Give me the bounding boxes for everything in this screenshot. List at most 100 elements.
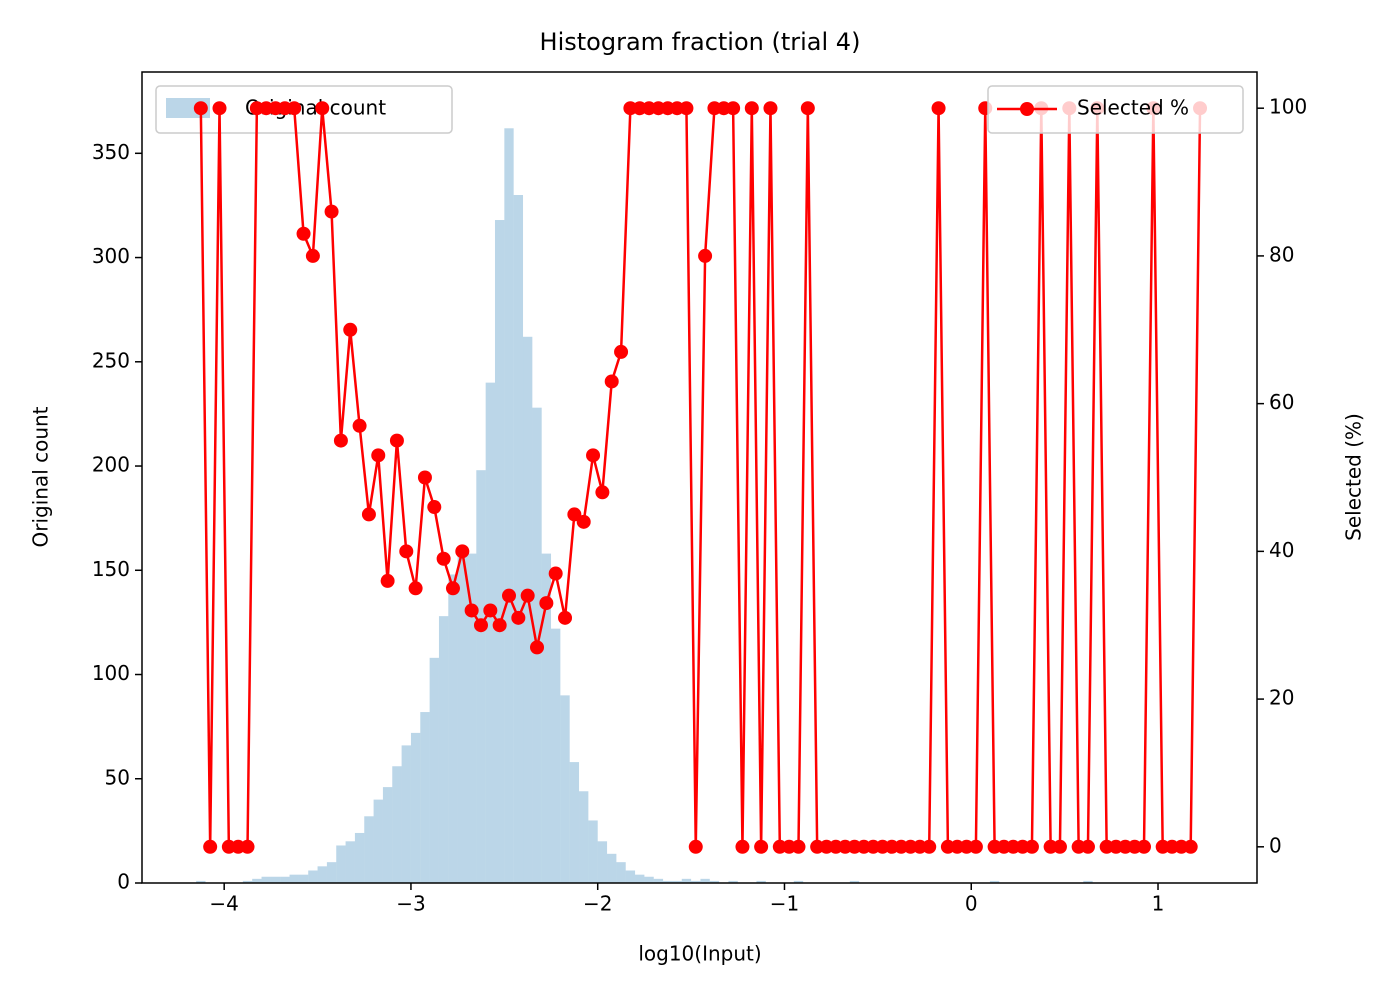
histogram-bar	[270, 876, 281, 883]
line-marker	[343, 322, 358, 337]
y-tick-label: 100	[92, 661, 130, 685]
histogram-bar	[1083, 880, 1093, 883]
histogram-bar	[579, 791, 589, 883]
line-marker	[791, 839, 806, 854]
histogram-bar	[401, 745, 411, 883]
line-marker	[371, 448, 386, 463]
line-marker	[539, 596, 554, 611]
line-marker	[333, 433, 348, 448]
line-marker	[352, 418, 367, 433]
histogram-bar	[560, 695, 570, 883]
line-marker	[305, 248, 320, 263]
histogram-bar	[448, 574, 458, 883]
histogram-bar	[336, 845, 346, 883]
histogram-bar	[663, 880, 673, 883]
y2-tick-label: 0	[1269, 833, 1282, 857]
line-marker	[1080, 839, 1095, 854]
line-marker	[968, 839, 983, 854]
x-axis-label: log10(Input)	[638, 942, 761, 966]
histogram-bar	[607, 853, 617, 883]
y-tick-label: 50	[105, 765, 130, 789]
chart-title: Histogram fraction (trial 4)	[540, 28, 861, 56]
histogram-bar	[728, 880, 738, 883]
line-marker	[361, 507, 376, 522]
x-tick-label: −4	[209, 892, 238, 916]
histogram-bar	[700, 878, 710, 883]
line-marker	[744, 101, 759, 116]
line-marker	[287, 101, 302, 116]
line-marker	[800, 101, 815, 116]
y2-axis-label: Selected (%)	[1342, 413, 1366, 541]
histogram-bar	[653, 878, 664, 883]
line-marker	[315, 101, 330, 116]
y2-tick-label: 20	[1269, 686, 1294, 710]
line-marker	[296, 226, 311, 241]
histogram-bar	[681, 878, 692, 883]
line-marker	[427, 500, 442, 515]
histogram-bar	[438, 616, 449, 883]
y2-tick-label: 60	[1269, 390, 1294, 414]
histogram-bar	[317, 866, 327, 883]
histogram-bar	[635, 874, 645, 883]
line-marker	[212, 101, 227, 116]
line-marker	[679, 101, 694, 116]
line-marker	[698, 248, 713, 263]
histogram-bar	[392, 766, 402, 883]
y-tick-label: 150	[92, 557, 130, 581]
histogram-bar	[261, 876, 271, 883]
y2-tick-label: 40	[1269, 538, 1294, 562]
line-marker	[922, 839, 937, 854]
line-marker	[530, 640, 545, 655]
y-tick-label: 350	[92, 140, 130, 164]
histogram-bar	[523, 336, 533, 883]
histogram-bar	[672, 880, 682, 883]
line-marker	[595, 485, 610, 500]
histogram-bar	[373, 799, 383, 883]
legend-label: Selected %	[1077, 96, 1189, 120]
histogram-bar	[597, 841, 608, 883]
histogram-bar	[457, 549, 467, 883]
x-tick-label: −1	[770, 892, 799, 916]
line-marker	[445, 581, 460, 596]
y2-tick-label: 80	[1269, 242, 1294, 266]
legend-box	[155, 85, 453, 134]
line-marker	[520, 588, 535, 603]
line-marker	[203, 839, 218, 854]
legend-marker	[1020, 102, 1034, 116]
x-tick-label: 1	[1152, 892, 1165, 916]
line-marker	[1183, 839, 1198, 854]
line-marker	[735, 839, 750, 854]
y-tick-label: 200	[92, 453, 130, 477]
histogram-bar	[513, 195, 524, 884]
line-marker	[1137, 839, 1152, 854]
histogram-bar	[326, 862, 337, 883]
line-marker	[492, 618, 507, 633]
line-marker	[548, 566, 563, 581]
legend-box	[987, 85, 1244, 134]
line-marker	[455, 544, 470, 559]
y-axis-label: Original count	[29, 406, 53, 547]
line-marker	[576, 514, 591, 529]
line-marker	[473, 618, 488, 633]
histogram-bar	[756, 880, 766, 883]
histogram-bar	[644, 876, 654, 883]
histogram-bar	[476, 470, 486, 883]
line-marker	[604, 374, 619, 389]
x-tick-label: 0	[965, 892, 978, 916]
histogram-bar	[354, 832, 365, 883]
x-tick-label: −2	[583, 892, 612, 916]
histogram-bar	[504, 128, 514, 884]
line-marker	[193, 101, 208, 116]
line-marker	[464, 603, 479, 618]
histogram-bar	[466, 553, 477, 883]
line-marker	[726, 101, 741, 116]
histogram-bar	[849, 880, 860, 883]
line	[199, 106, 1202, 849]
line-marker	[240, 839, 255, 854]
histogram-bar	[410, 732, 421, 883]
histogram-bar	[541, 553, 552, 883]
line-marker	[417, 470, 432, 485]
line-marker	[754, 839, 769, 854]
plot-frame	[141, 71, 1258, 884]
line-marker	[763, 101, 778, 116]
